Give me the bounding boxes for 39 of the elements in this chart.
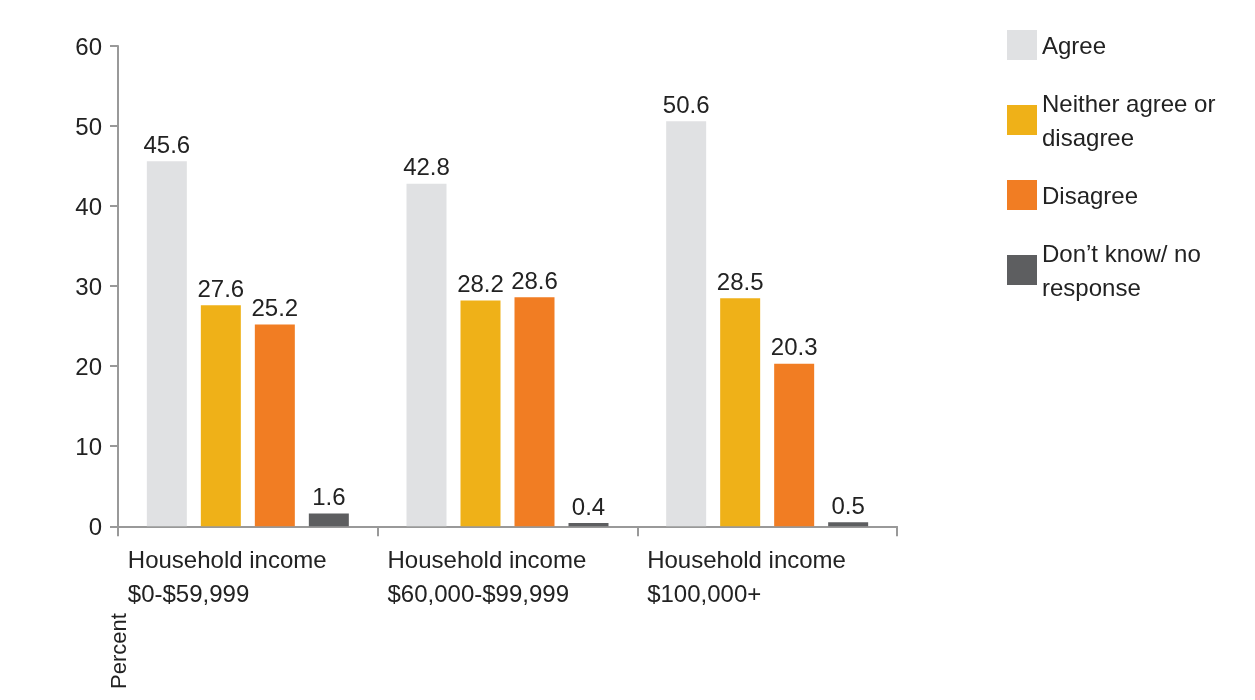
data-label: 28.2: [457, 270, 504, 298]
bar: [568, 523, 609, 527]
bar: [200, 305, 241, 527]
bar: [460, 300, 501, 527]
data-label: 50.6: [662, 90, 710, 118]
legend-label: Disagree: [1042, 181, 1139, 209]
bar: [666, 121, 707, 527]
data-label: 0.4: [571, 492, 606, 520]
data-label: 0.5: [831, 491, 865, 519]
legend-label: Agree: [1042, 31, 1107, 59]
bar: [774, 363, 815, 527]
data-label: 20.3: [770, 333, 818, 361]
data-label: 28.6: [511, 266, 558, 294]
x-tick-label: Household income $0-$59,999: [127, 545, 334, 607]
y-tick-label: 20: [75, 352, 102, 380]
y-tick-label: 60: [75, 32, 102, 60]
y-axis-title: Percent: [105, 613, 131, 689]
y-tick-label: 30: [75, 272, 102, 300]
bar: [406, 183, 447, 527]
data-label: 45.6: [143, 130, 191, 158]
y-tick-label: 50: [75, 112, 102, 140]
bar: [146, 161, 187, 527]
data-label: 25.2: [251, 294, 299, 322]
bar: [254, 324, 295, 527]
data-label: 27.6: [197, 274, 245, 302]
legend-label: Don’t know/ no response: [1042, 239, 1208, 301]
data-label: 28.5: [716, 267, 764, 295]
y-tick-label: 10: [75, 432, 102, 460]
x-tick-label: Household income $60,000-$99,999: [387, 545, 593, 607]
bar: [828, 522, 869, 527]
y-tick-label: 0: [88, 512, 102, 540]
x-tick-label: Household income $100,000+: [647, 545, 853, 607]
data-label: 42.8: [403, 153, 450, 181]
bar: [514, 297, 555, 527]
y-tick-label: 40: [75, 192, 102, 220]
bar: [308, 513, 349, 527]
legend-label: Neither agree or disagree: [1042, 89, 1223, 151]
bar: [720, 298, 761, 527]
data-label: 1.6: [312, 482, 346, 510]
